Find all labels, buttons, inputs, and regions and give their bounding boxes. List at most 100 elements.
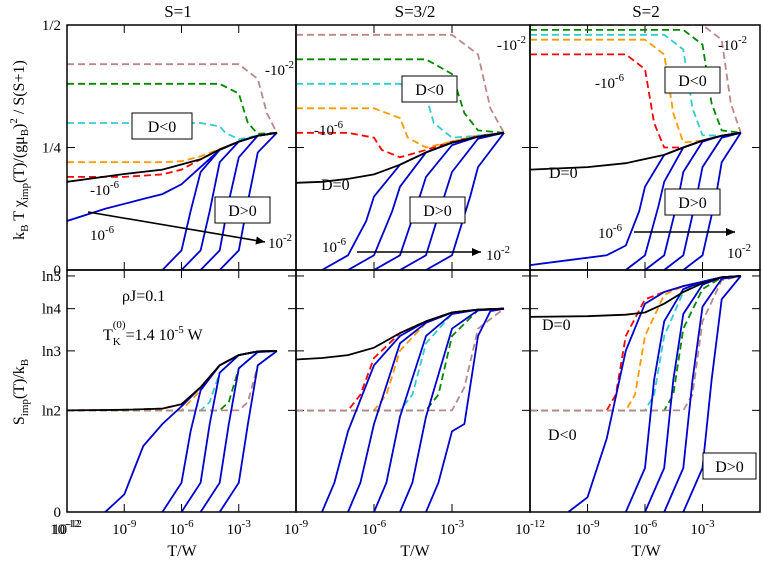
label-neg-1e-6: -10-6 — [595, 72, 625, 92]
series-D-1e-3 — [67, 350, 277, 412]
series-D-1e-4 — [67, 122, 278, 141]
series-D0 — [67, 131, 278, 183]
annotation-TK: TK(0)=1.4 10-5 W — [103, 319, 203, 348]
y-tick-label: ln3 — [42, 344, 61, 360]
label-neg-1e-2: -10-2 — [265, 59, 294, 79]
label-pos-1e-2: 10-2 — [727, 242, 751, 262]
label-pos-1e-2: 10-2 — [268, 232, 292, 252]
x-label-left: T/W — [167, 543, 197, 560]
arrow-increasing-D-head — [255, 236, 265, 245]
series-D0 — [530, 131, 741, 171]
label-neg-1e-2: -10-2 — [497, 34, 526, 54]
svg-text:Simp(T)/kB: Simp(T)/kB — [11, 359, 31, 425]
panel-frame — [295, 24, 531, 271]
series-D1e-5 — [347, 307, 505, 512]
label-D-pos-label: D>0 — [423, 203, 452, 220]
panel-bottom-middle: 10-6 10-3 10-12 — [295, 269, 545, 538]
y-label-bottom: Simp(T)/kB — [11, 359, 31, 425]
label-pos-1e-6: 10-6 — [598, 222, 623, 242]
panel-top-right — [529, 24, 761, 271]
panel-frame — [529, 269, 761, 513]
label-D-neg-label: D<0 — [415, 82, 444, 99]
y-tick-label: 0 — [54, 505, 62, 521]
y-tick-label: 1/2 — [42, 18, 61, 34]
label-D-pos-box — [664, 188, 721, 216]
series-D-1e-2 — [67, 63, 278, 134]
series-D-1e-5 — [530, 275, 741, 412]
y-tick-label: 0 — [54, 263, 62, 279]
series-D-1e-5 — [67, 350, 277, 412]
label-neg-1e-6: -10-6 — [90, 179, 120, 199]
series-D-1e-6 — [296, 307, 505, 412]
label-D-neg-box — [664, 66, 721, 94]
series-D0 — [296, 307, 505, 361]
annotation-rhoJ: ρJ=0.1 — [122, 288, 165, 305]
x-tick-label: 10-9 — [575, 518, 600, 538]
label-D0: D=0 — [542, 317, 571, 334]
arrow-increasing-D — [87, 211, 266, 243]
series-D-1e-2 — [296, 33, 505, 134]
column-title-s32: S=3/2 — [395, 2, 436, 21]
x-tick-label: 10-6 — [169, 518, 194, 538]
arrow-increasing-D-head — [472, 248, 481, 256]
series-D-1e-3 — [530, 29, 741, 134]
label-D-neg-box — [401, 75, 458, 103]
y-tick-label: 1/4 — [42, 141, 62, 157]
y-tick-label: ln4 — [42, 302, 62, 318]
series-D1e-2 — [218, 350, 278, 512]
label-D-pos-box — [409, 196, 466, 224]
series-D0 — [296, 131, 505, 184]
x-tick-label: 10-6 — [633, 518, 658, 538]
svg-text:kB T χimp(T)/(gμB)2 / S(S+1): kB T χimp(T)/(gμB)2 / S(S+1) — [8, 60, 31, 240]
series-D-1e-3 — [296, 307, 505, 412]
label-pos-1e-2: 10-2 — [486, 244, 510, 264]
label-D0: D=0 — [549, 165, 578, 182]
label-pos-1e-6: 10-6 — [322, 236, 347, 256]
label-D-neg-label: D<0 — [678, 73, 707, 90]
curves — [296, 33, 505, 270]
series-D0 — [530, 275, 741, 318]
panel-bottom-right: 10-9 10-6 10-3 — [529, 269, 761, 538]
label-D-neg: D<0 — [548, 427, 577, 444]
x-tick-label: 10-9 — [284, 518, 309, 538]
column-title-s1: S=1 — [164, 2, 192, 21]
y-tick-label: ln2 — [42, 403, 61, 419]
label-neg-1e-2: -10-2 — [718, 34, 747, 54]
series-D-1e-6 — [296, 131, 505, 159]
x-tick-label: 10-6 — [362, 518, 387, 538]
label-neg-1e-6: -10-6 — [314, 119, 344, 139]
x-label-right: T/W — [631, 543, 661, 560]
series-D1e-2 — [682, 275, 742, 512]
arrow-increasing-D-head — [726, 228, 735, 236]
x-tick-label: 10-3 — [690, 518, 715, 538]
panel-top-left: 0 1/4 1/2 — [42, 18, 297, 279]
series-D-1e-2 — [530, 275, 741, 412]
series-D-1e-2 — [67, 350, 278, 412]
curves — [530, 25, 742, 270]
panels: 01/41/210-12 10-9 10-6 10-3 10-910-120ln2ln3… — [42, 18, 761, 538]
curves — [67, 63, 278, 270]
series-D1e-3 — [663, 131, 742, 270]
label-D0: D=0 — [321, 177, 350, 194]
series-D-1e-2 — [296, 307, 505, 412]
curves — [296, 307, 505, 512]
series-D1e-3 — [663, 275, 741, 512]
y-tick-label: ln5 — [42, 269, 61, 285]
series-D-1e-4 — [67, 350, 277, 412]
label-D-pos-label: D>0 — [715, 459, 744, 476]
column-title-s2: S=2 — [632, 2, 660, 21]
series-D-1e-3 — [296, 58, 505, 134]
curves — [67, 350, 278, 512]
x-tick-label: 10-12 — [50, 518, 80, 538]
series-D1e-2 — [425, 307, 505, 512]
label-D-neg-label: D<0 — [148, 119, 177, 136]
x-tick-label: 10-9 — [112, 518, 137, 538]
panel-frame — [529, 24, 761, 271]
x-tick-label: 10-12 — [515, 518, 545, 538]
panel-top-middle — [295, 24, 531, 271]
label-D-pos-box — [214, 196, 271, 224]
y-label-top: kB T χimp(T)/(gμB)2 / S(S+1) — [8, 60, 31, 240]
label-D-pos-label: D>0 — [228, 203, 257, 220]
